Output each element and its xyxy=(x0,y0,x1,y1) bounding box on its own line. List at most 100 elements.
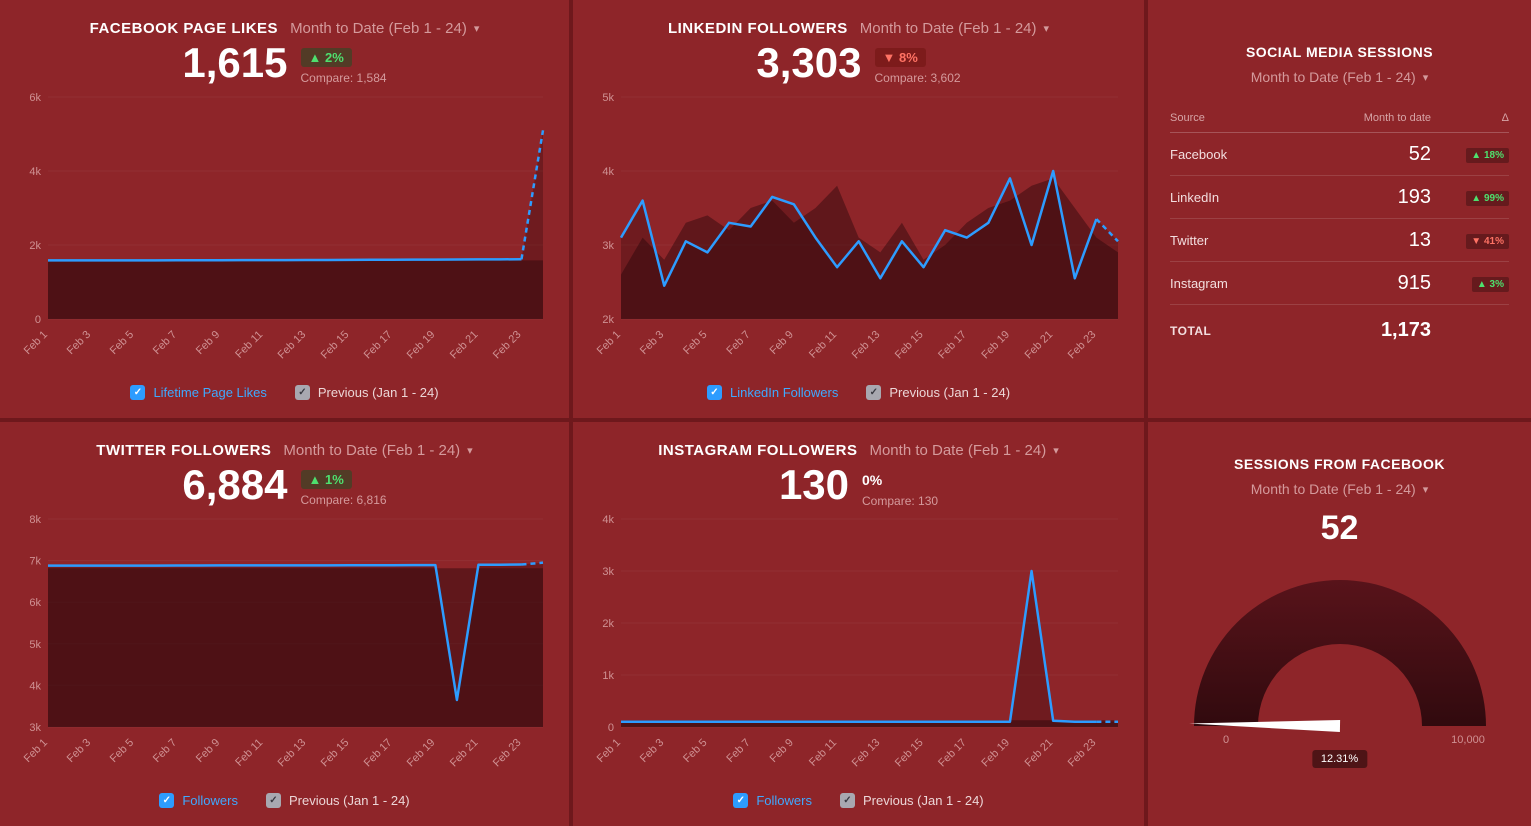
legend-item-previous[interactable]: ✓ Previous (Jan 1 - 24) xyxy=(265,793,410,808)
svg-text:Feb 7: Feb 7 xyxy=(151,737,179,765)
svg-text:Feb 15: Feb 15 xyxy=(893,329,926,362)
source-name: LinkedIn xyxy=(1170,189,1220,205)
svg-text:Feb 1: Feb 1 xyxy=(595,329,623,357)
delta-badge: ▲ 2% xyxy=(300,48,352,67)
svg-text:2k: 2k xyxy=(29,240,41,252)
svg-text:Feb 3: Feb 3 xyxy=(638,737,666,765)
date-range-dropdown[interactable]: Month to Date (Feb 1 - 24) ▾ xyxy=(1162,481,1517,497)
date-range-dropdown[interactable]: Month to Date (Feb 1 - 24) ▾ xyxy=(1170,69,1509,85)
chevron-down-icon: ▾ xyxy=(467,445,473,457)
svg-text:Feb 9: Feb 9 xyxy=(194,329,222,357)
legend-item-previous[interactable]: ✓ Previous (Jan 1 - 24) xyxy=(294,385,439,400)
svg-text:Feb 9: Feb 9 xyxy=(768,329,796,357)
svg-text:7k: 7k xyxy=(29,556,41,568)
svg-text:Feb 13: Feb 13 xyxy=(850,329,883,362)
delta-pill: ▲ 3% xyxy=(1471,277,1509,292)
date-range-label: Month to Date (Feb 1 - 24) xyxy=(869,442,1047,459)
checkbox-previous-icon[interactable]: ✓ xyxy=(866,385,882,400)
checkbox-previous-icon[interactable]: ✓ xyxy=(839,793,855,808)
twitter-followers-panel: TWITTER FOLLOWERS Month to Date (Feb 1 -… xyxy=(0,422,569,826)
svg-text:Feb 23: Feb 23 xyxy=(1066,329,1099,362)
svg-text:3k: 3k xyxy=(602,566,614,578)
checkbox-checked-icon[interactable]: ✓ xyxy=(130,385,146,400)
legend-item-previous[interactable]: ✓ Previous (Jan 1 - 24) xyxy=(866,385,1010,400)
svg-text:Feb 17: Feb 17 xyxy=(936,329,969,362)
metric-value: 6,884 xyxy=(182,461,288,508)
svg-text:Feb 7: Feb 7 xyxy=(724,329,752,357)
source-value: 193 xyxy=(1397,185,1431,208)
instagram-followers-chart[interactable]: 0 1k 2k 3k 4k Feb 1 Feb 3 Feb 5 Feb 7 Feb 9 Feb 11… xyxy=(583,509,1134,789)
panel-title: LINKEDIN FOLLOWERS xyxy=(667,20,848,37)
legend-label: LinkedIn Followers xyxy=(729,385,839,400)
svg-text:Feb 17: Feb 17 xyxy=(936,737,969,770)
legend-label: Previous (Jan 1 - 24) xyxy=(889,385,1011,400)
source-value: 13 xyxy=(1408,228,1431,251)
facebook-likes-chart[interactable]: 0 2k 4k 6k Feb 1 Feb 3 Feb 5 Feb 7 Feb 9 Feb 11 Fe… xyxy=(10,87,559,381)
sessions-from-facebook-panel: SESSIONS FROM FACEBOOK Month to Date (Fe… xyxy=(1148,422,1531,826)
svg-text:4k: 4k xyxy=(29,681,41,693)
table-header-row: Source Month to date Δ xyxy=(1170,103,1509,133)
legend-item-current[interactable]: ✓ Followers xyxy=(159,793,238,808)
legend: ✓ Followers ✓ Previous (Jan 1 - 24) xyxy=(10,789,559,818)
svg-text:Feb 17: Feb 17 xyxy=(362,329,395,362)
legend-item-current[interactable]: ✓ LinkedIn Followers xyxy=(706,385,839,400)
metric-row: 130 0% Compare: 130 xyxy=(583,461,1134,509)
svg-text:Feb 23: Feb 23 xyxy=(491,737,524,770)
checkbox-checked-icon[interactable]: ✓ xyxy=(159,793,175,808)
instagram-followers-panel: INSTAGRAM FOLLOWERS Month to Date (Feb 1… xyxy=(573,422,1144,826)
sessions-gauge-chart[interactable]: 0 10,000 xyxy=(1175,564,1505,756)
panel-title: SOCIAL MEDIA SESSIONS xyxy=(1245,44,1434,60)
metric-row: 6,884 ▲ 1% Compare: 6,816 xyxy=(10,461,559,509)
legend-label: Lifetime Page Likes xyxy=(153,385,267,400)
column-delta: Δ xyxy=(1501,111,1509,124)
svg-text:Feb 23: Feb 23 xyxy=(491,329,524,362)
svg-text:Feb 13: Feb 13 xyxy=(276,329,309,362)
svg-text:Feb 1: Feb 1 xyxy=(22,737,50,765)
svg-text:0: 0 xyxy=(35,314,41,326)
svg-text:Feb 23: Feb 23 xyxy=(1066,737,1099,770)
panel-header: FACEBOOK PAGE LIKES Month to Date (Feb 1… xyxy=(10,20,559,37)
svg-text:Feb 13: Feb 13 xyxy=(276,737,309,770)
svg-text:Feb 5: Feb 5 xyxy=(681,329,709,357)
table-row: Twitter 13 ▼ 41% xyxy=(1170,219,1509,262)
legend-label: Previous (Jan 1 - 24) xyxy=(288,793,410,808)
svg-text:Feb 11: Feb 11 xyxy=(807,737,839,769)
date-range-dropdown[interactable]: Month to Date (Feb 1 - 24) ▾ xyxy=(860,20,1049,37)
svg-text:Feb 5: Feb 5 xyxy=(108,737,136,765)
svg-text:Feb 19: Feb 19 xyxy=(405,329,438,362)
panel-header: TWITTER FOLLOWERS Month to Date (Feb 1 -… xyxy=(10,442,559,459)
checkbox-previous-icon[interactable]: ✓ xyxy=(265,793,281,808)
svg-text:Feb 19: Feb 19 xyxy=(979,329,1012,362)
svg-text:Feb 1: Feb 1 xyxy=(22,329,50,357)
date-range-dropdown[interactable]: Month to Date (Feb 1 - 24) ▾ xyxy=(283,442,472,459)
delta-badge: 0% xyxy=(862,472,883,488)
svg-text:Feb 11: Feb 11 xyxy=(233,737,265,769)
twitter-followers-chart[interactable]: 3k 4k 5k 6k 7k 8k Feb 1 Feb 3 Feb 5 Feb 7 Feb 9 Feb… xyxy=(10,509,559,789)
date-range-label: Month to Date (Feb 1 - 24) xyxy=(859,20,1037,37)
source-name: Instagram xyxy=(1170,275,1228,291)
svg-text:Feb 1: Feb 1 xyxy=(595,737,623,765)
svg-text:4k: 4k xyxy=(29,166,41,178)
svg-text:2k: 2k xyxy=(602,618,614,630)
legend-item-current[interactable]: ✓ Followers xyxy=(733,793,812,808)
legend-item-current[interactable]: ✓ Lifetime Page Likes xyxy=(130,385,267,400)
legend-label: Followers xyxy=(182,793,238,808)
checkbox-previous-icon[interactable]: ✓ xyxy=(294,385,310,400)
legend: ✓ LinkedIn Followers ✓ Previous (Jan 1 -… xyxy=(583,381,1134,410)
social-media-sessions-panel: SOCIAL MEDIA SESSIONS Month to Date (Feb… xyxy=(1148,0,1531,418)
svg-text:Feb 21: Feb 21 xyxy=(448,329,481,362)
checkbox-checked-icon[interactable]: ✓ xyxy=(706,385,722,400)
linkedin-followers-chart[interactable]: 2k 3k 4k 5k Feb 1 Feb 3 Feb 5 Feb 7 Feb 9 Feb 11 F… xyxy=(583,87,1134,381)
date-range-dropdown[interactable]: Month to Date (Feb 1 - 24) ▾ xyxy=(869,442,1058,459)
legend: ✓ Followers ✓ Previous (Jan 1 - 24) xyxy=(583,789,1134,818)
legend-item-previous[interactable]: ✓ Previous (Jan 1 - 24) xyxy=(839,793,984,808)
svg-text:Feb 7: Feb 7 xyxy=(724,737,752,765)
metric-value: 52 xyxy=(1320,509,1359,547)
date-range-dropdown[interactable]: Month to Date (Feb 1 - 24) ▾ xyxy=(290,20,479,37)
svg-text:Feb 9: Feb 9 xyxy=(768,737,796,765)
svg-text:Feb 17: Feb 17 xyxy=(362,737,395,770)
source-value: 915 xyxy=(1397,271,1431,294)
compare-text: Compare: 3,602 xyxy=(874,71,961,85)
checkbox-checked-icon[interactable]: ✓ xyxy=(733,793,749,808)
compare-text: Compare: 1,584 xyxy=(300,71,387,85)
